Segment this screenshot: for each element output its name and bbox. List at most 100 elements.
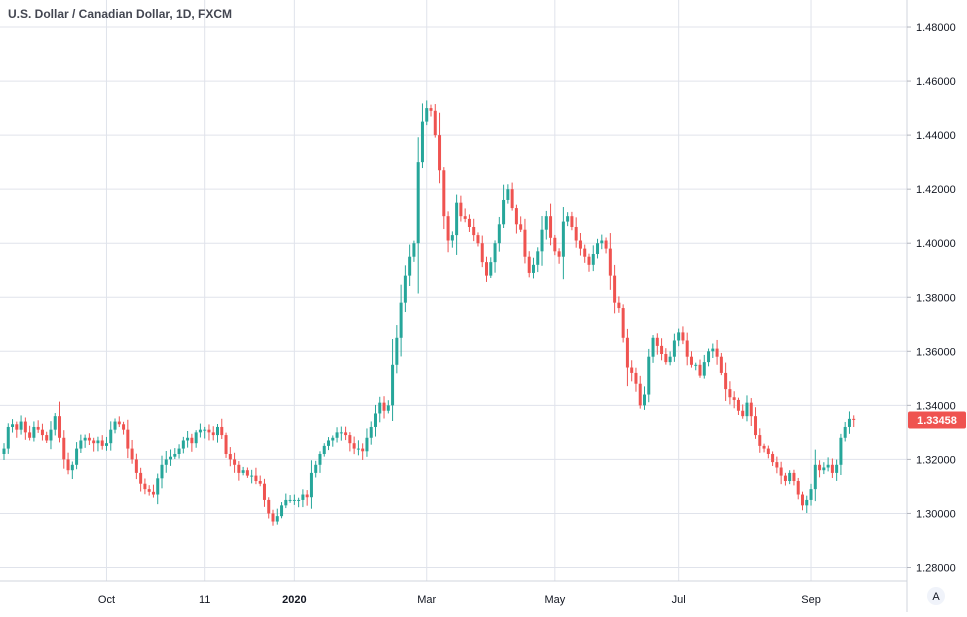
time-tick-label: Sep	[801, 594, 821, 606]
autoscale-button-bg[interactable]	[927, 587, 945, 605]
candle-body	[305, 494, 309, 498]
time-axis[interactable]: Oct 11 2020 Mar May Jul Sep	[98, 594, 821, 606]
candle	[698, 359, 702, 378]
candle	[638, 375, 642, 409]
candle	[391, 338, 395, 422]
candle	[655, 333, 659, 355]
candle-body	[309, 472, 313, 498]
candle-body	[613, 275, 617, 303]
candle-body	[566, 216, 570, 222]
price-axis[interactable]: 1.28000 1.30000 1.32000 1.34000 1.36000 1.380…	[907, 22, 956, 574]
candle	[813, 449, 817, 502]
candle	[322, 443, 326, 457]
autoscale-button[interactable]: A	[927, 587, 945, 605]
candle	[203, 426, 207, 439]
candle	[271, 509, 275, 526]
candle	[412, 240, 416, 262]
candle-body	[403, 275, 407, 303]
candle	[134, 453, 138, 480]
candle	[591, 245, 595, 272]
candle	[258, 475, 262, 487]
candle	[173, 448, 177, 460]
candle	[745, 395, 749, 422]
candle-body	[113, 421, 117, 430]
candle	[621, 304, 625, 343]
candle	[352, 436, 356, 455]
candle	[15, 421, 19, 438]
candle	[177, 444, 181, 459]
candle	[527, 251, 531, 278]
candle	[194, 430, 198, 448]
price-tick-label: 1.34000	[916, 400, 956, 412]
candle	[386, 400, 390, 414]
candle-body	[173, 453, 177, 457]
candle-body	[625, 337, 629, 368]
price-tick-label: 1.32000	[916, 454, 956, 466]
candle-body	[736, 399, 740, 411]
candle-body	[830, 464, 834, 473]
candle	[660, 338, 664, 361]
candle-body	[198, 429, 202, 433]
candle-body	[412, 243, 416, 257]
candle	[826, 457, 830, 472]
candle	[344, 426, 348, 441]
candle-body	[651, 337, 655, 357]
candle-body	[510, 189, 514, 209]
candle	[262, 478, 266, 507]
candle	[685, 332, 689, 366]
candle-body	[561, 221, 565, 257]
candle	[62, 430, 66, 469]
candle	[583, 244, 587, 263]
candle	[736, 397, 740, 416]
candle	[852, 415, 856, 428]
candle-body	[672, 340, 676, 357]
candle-body	[527, 256, 531, 273]
candle	[617, 296, 621, 313]
candle	[719, 352, 723, 376]
candle	[40, 423, 44, 441]
candle-body	[822, 467, 826, 471]
candle-body	[843, 426, 847, 438]
time-tick-label: May	[544, 594, 565, 606]
candle-body	[754, 416, 758, 436]
candle	[438, 112, 442, 184]
time-tick-label: 11	[199, 594, 210, 606]
candle	[104, 436, 108, 451]
price-tick-label: 1.44000	[916, 130, 956, 142]
candle-body	[531, 264, 535, 273]
price-tick-label: 1.46000	[916, 76, 956, 88]
candle	[23, 417, 27, 440]
candle-body	[100, 440, 104, 446]
candle-body	[241, 470, 245, 473]
candle-body	[459, 202, 463, 217]
candle	[216, 423, 219, 443]
candle	[151, 484, 155, 498]
candle-body	[425, 108, 429, 122]
candle	[288, 495, 292, 503]
candle-body	[536, 251, 540, 265]
candle	[634, 367, 638, 392]
candle-body	[715, 348, 719, 357]
candle-body	[775, 462, 779, 468]
candle	[536, 247, 540, 273]
candle	[211, 426, 215, 441]
candle	[472, 218, 476, 242]
candle-body	[335, 432, 339, 438]
candle-body	[549, 216, 553, 238]
candle-body	[344, 432, 348, 436]
candle	[510, 182, 514, 211]
candle	[66, 452, 70, 475]
candle-body	[668, 356, 672, 363]
candle-body	[570, 216, 574, 227]
candle-body	[800, 494, 804, 506]
price-tick-label: 1.28000	[916, 562, 956, 574]
candle-body	[485, 262, 489, 276]
candle	[403, 265, 407, 313]
candle	[58, 401, 62, 443]
autoscale-label[interactable]: A	[932, 591, 940, 603]
candle-body	[835, 464, 839, 473]
candle	[514, 204, 518, 234]
candle	[497, 216, 501, 252]
candle-body	[395, 337, 399, 365]
